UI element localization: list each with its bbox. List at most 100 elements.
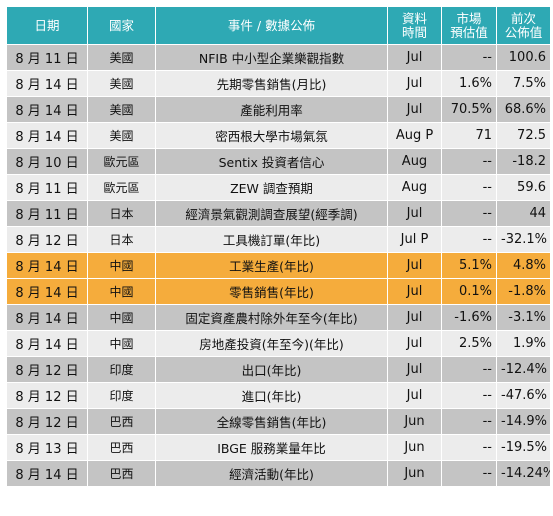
header-event: 事件 / 數據公佈 [155, 6, 388, 45]
data-time-cell: Jun [387, 434, 442, 461]
table-row: 8 月 14 日中國 工業生產(年比) Jul 5.1% 4.8% [6, 252, 551, 279]
estimate-cell: 71 [441, 122, 497, 149]
data-time-cell: Jul [387, 200, 442, 227]
data-time-cell: Jul [387, 96, 442, 123]
date-cell: 8 月 12 日 [6, 408, 88, 435]
date-cell: 8 月 14 日 [6, 304, 88, 331]
country-cell: 美國 [87, 70, 156, 97]
date-cell: 8 月 11 日 [6, 174, 88, 201]
data-time-cell: Jul [387, 330, 442, 357]
header-country: 國家 [87, 6, 156, 45]
table-row: 8 月 12 日巴西 全線零售銷售(年比) Jun -- -14.9% [6, 408, 551, 435]
data-time-cell: Aug [387, 174, 442, 201]
header-data-time-line1: 資料 [401, 10, 427, 26]
table-row: 8 月 13 日巴西 IBGE 服務業量年比 Jun -- -19.5% [6, 434, 551, 461]
estimate-cell: -- [441, 356, 497, 383]
country-cell: 美國 [87, 122, 156, 149]
table-row: 8 月 11 日歐元區 ZEW 調查預期 Aug -- 59.6 [6, 174, 551, 201]
estimate-cell: -- [441, 408, 497, 435]
event-cell: 工具機訂單(年比) [155, 226, 388, 253]
country-cell: 中國 [87, 330, 156, 357]
estimate-cell: -1.6% [441, 304, 497, 331]
date-cell: 8 月 14 日 [6, 330, 88, 357]
date-cell: 8 月 14 日 [6, 278, 88, 305]
event-cell: 產能利用率 [155, 96, 388, 123]
event-cell: 進口(年比) [155, 382, 388, 409]
country-cell: 印度 [87, 382, 156, 409]
table-row: 8 月 14 日中國 房地產投資(年至今)(年比) Jul 2.5% 1.9% [6, 330, 551, 357]
header-previous-line1: 前次 [510, 10, 536, 26]
event-cell: 房地產投資(年至今)(年比) [155, 330, 388, 357]
data-time-cell: Jul P [387, 226, 442, 253]
country-cell: 日本 [87, 226, 156, 253]
event-cell: 密西根大學市場氣氛 [155, 122, 388, 149]
date-cell: 8 月 10 日 [6, 148, 88, 175]
event-cell: NFIB 中小型企業樂觀指數 [155, 44, 388, 71]
event-cell: Sentix 投資者信心 [155, 148, 388, 175]
table-row: 8 月 12 日日本 工具機訂單(年比) Jul P -- -32.1% [6, 226, 551, 253]
previous-cell: -1.8% [496, 278, 551, 305]
country-cell: 巴西 [87, 434, 156, 461]
estimate-cell: -- [441, 460, 497, 487]
previous-cell: 1.9% [496, 330, 551, 357]
country-cell: 巴西 [87, 460, 156, 487]
event-cell: IBGE 服務業量年比 [155, 434, 388, 461]
estimate-cell: -- [441, 174, 497, 201]
data-time-cell: Jul [387, 70, 442, 97]
date-cell: 8 月 11 日 [6, 44, 88, 71]
country-cell: 歐元區 [87, 174, 156, 201]
header-estimate: 市場 預估值 [441, 6, 497, 45]
event-cell: ZEW 調查預期 [155, 174, 388, 201]
table-row: 8 月 14 日美國 產能利用率 Jul 70.5% 68.6% [6, 96, 551, 123]
table-header: 日期 國家 事件 / 數據公佈 資料 時間 市場 預估值 前次 公佈值 [6, 6, 551, 45]
previous-cell: 7.5% [496, 70, 551, 97]
previous-cell: 72.5 [496, 122, 551, 149]
table-row: 8 月 14 日美國 先期零售銷售(月比) Jul 1.6% 7.5% [6, 70, 551, 97]
data-time-cell: Jul [387, 44, 442, 71]
header-estimate-line2: 預估值 [450, 24, 488, 40]
estimate-cell: 0.1% [441, 278, 497, 305]
table-row: 8 月 11 日日本 經濟景氣觀測調查展望(經季調) Jul -- 44 [6, 200, 551, 227]
estimate-cell: 2.5% [441, 330, 497, 357]
data-time-cell: Jul [387, 356, 442, 383]
date-cell: 8 月 14 日 [6, 70, 88, 97]
header-data-time-line2: 時間 [401, 24, 427, 40]
table-row: 8 月 14 日中國 固定資產農村除外年至今(年比) Jul -1.6% -3.1% [6, 304, 551, 331]
estimate-cell: -- [441, 148, 497, 175]
date-cell: 8 月 14 日 [6, 122, 88, 149]
previous-cell: -12.4% [496, 356, 551, 383]
estimate-cell: 1.6% [441, 70, 497, 97]
date-cell: 8 月 13 日 [6, 434, 88, 461]
previous-cell: -3.1% [496, 304, 551, 331]
data-time-cell: Jul [387, 278, 442, 305]
data-time-cell: Jun [387, 460, 442, 487]
table-row: 8 月 14 日巴西 經濟活動(年比) Jun -- -14.24% [6, 460, 551, 487]
table-row: 8 月 12 日印度 出口(年比) Jul -- -12.4% [6, 356, 551, 383]
table-row: 8 月 11 日美國 NFIB 中小型企業樂觀指數 Jul -- 100.6 [6, 44, 551, 71]
table-row: 8 月 10 日歐元區 Sentix 投資者信心 Aug -- -18.2 [6, 148, 551, 175]
date-cell: 8 月 14 日 [6, 96, 88, 123]
data-time-cell: Jul [387, 304, 442, 331]
previous-cell: 44 [496, 200, 551, 227]
estimate-cell: 5.1% [441, 252, 497, 279]
previous-cell: -14.24% [496, 460, 551, 487]
event-cell: 零售銷售(年比) [155, 278, 388, 305]
header-previous: 前次 公佈值 [496, 6, 551, 45]
event-cell: 經濟景氣觀測調查展望(經季調) [155, 200, 388, 227]
header-previous-line2: 公佈值 [504, 24, 543, 40]
header-date: 日期 [6, 6, 88, 45]
previous-cell: -47.6% [496, 382, 551, 409]
previous-cell: 68.6% [496, 96, 551, 123]
country-cell: 美國 [87, 44, 156, 71]
previous-cell: 4.8% [496, 252, 551, 279]
date-cell: 8 月 12 日 [6, 226, 88, 253]
estimate-cell: -- [441, 382, 497, 409]
table-row: 8 月 12 日印度 進口(年比) Jul -- -47.6% [6, 382, 551, 409]
event-cell: 出口(年比) [155, 356, 388, 383]
event-cell: 全線零售銷售(年比) [155, 408, 388, 435]
table-row: 8 月 14 日美國 密西根大學市場氣氛 Aug P 71 72.5 [6, 122, 551, 149]
estimate-cell: 70.5% [441, 96, 497, 123]
country-cell: 巴西 [87, 408, 156, 435]
country-cell: 印度 [87, 356, 156, 383]
